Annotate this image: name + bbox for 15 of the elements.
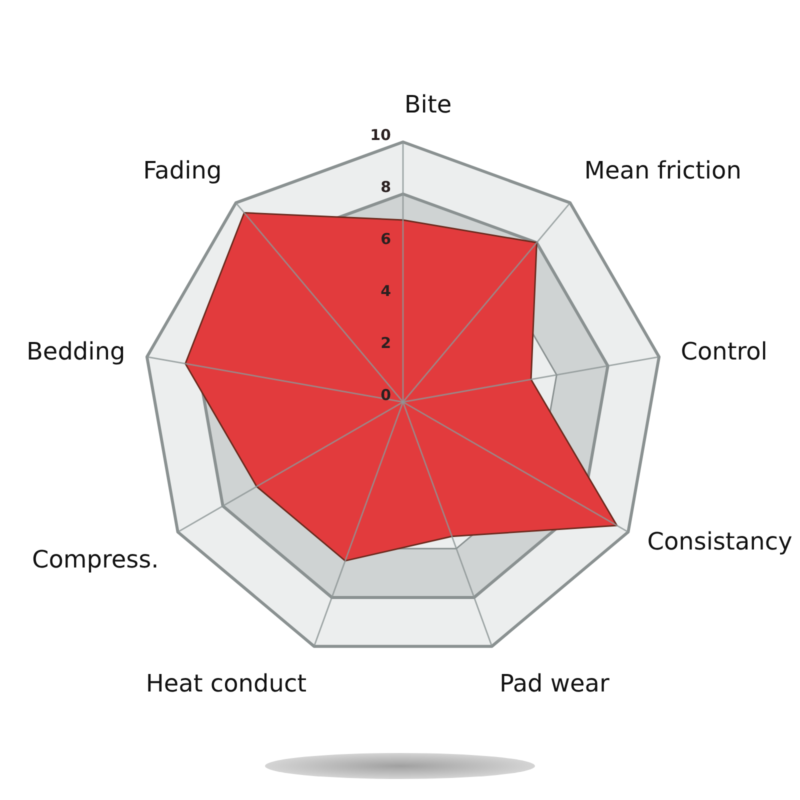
- y-tick-label: 8: [380, 178, 391, 196]
- spoke-label: Bedding: [26, 338, 126, 366]
- spoke-label: Mean friction: [584, 156, 742, 185]
- y-tick-label: 0: [380, 386, 391, 404]
- spoke-label: Pad wear: [499, 670, 610, 698]
- y-tick-label: 10: [370, 126, 391, 144]
- spoke-label: Heat conduct: [146, 670, 307, 698]
- spoke-label: Fading: [143, 156, 222, 185]
- y-tick-label: 4: [380, 282, 391, 300]
- y-tick-label: 6: [380, 230, 391, 248]
- spoke-label: Consistancy: [647, 528, 792, 556]
- spoke-label: Bite: [404, 90, 452, 119]
- y-tick-label: 2: [380, 334, 391, 352]
- spoke-label: Compress.: [32, 546, 159, 574]
- spoke-label: Control: [680, 338, 768, 366]
